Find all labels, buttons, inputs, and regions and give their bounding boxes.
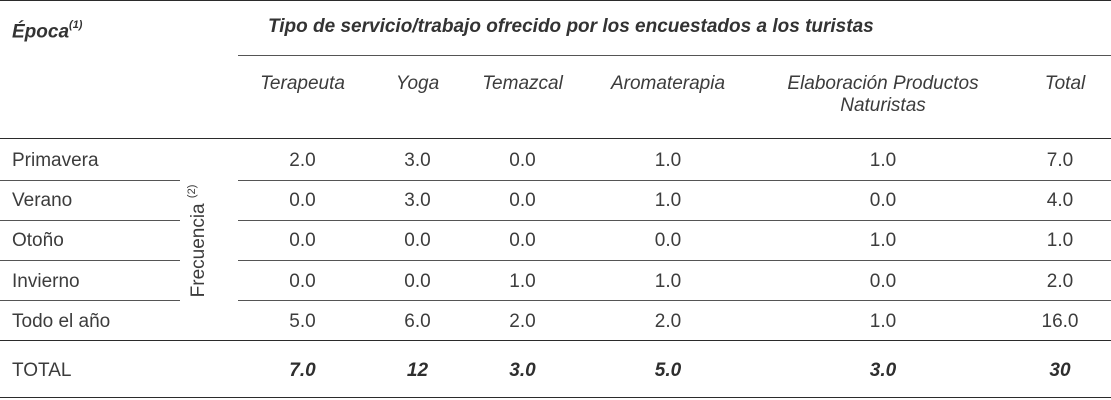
table-cell: 2.0 [1046, 271, 1074, 292]
table-cell: 1.0 [654, 271, 682, 292]
table-cell: 1.0 [869, 150, 897, 171]
table-cell: 0.0 [869, 190, 897, 211]
table-cell: 1.0 [869, 230, 897, 251]
frecuencia-footnote-marker: (2) [185, 184, 198, 199]
column-header-aromaterapia: Aromaterapia [610, 73, 726, 94]
epoca-label: Época [12, 21, 70, 43]
top-rule [0, 0, 1111, 1]
row-label-todo-el-ano: Todo el año [12, 311, 111, 332]
table-cell: 7.0 [1046, 150, 1074, 171]
table-cell: 0.0 [289, 271, 316, 292]
column-header-terapeuta: Terapeuta [260, 73, 345, 94]
table-cell: 1.0 [869, 311, 897, 332]
row-divider [238, 180, 1111, 181]
table-cell: 5.0 [289, 311, 316, 332]
epoca-footnote-marker: (1) [69, 19, 83, 31]
column-header-temazcal: Temazcal [482, 73, 563, 94]
table-cell: 2.0 [654, 311, 682, 332]
table-cell: 0.0 [404, 230, 431, 251]
column-header-total: Total [1044, 73, 1086, 94]
row-label-otono: Otoño [12, 230, 64, 251]
table-cell: 1.0 [654, 190, 682, 211]
table-cell: 0.0 [289, 190, 316, 211]
column-header-yoga: Yoga [395, 73, 440, 94]
table-cell: 1.0 [509, 271, 536, 292]
table-cell: 4.0 [1046, 190, 1074, 211]
table-cell: 0.0 [509, 230, 536, 251]
column-header-productos-naturistas: Elaboración Productos Naturistas [787, 73, 979, 116]
table-cell: 3.0 [404, 150, 431, 171]
row-label-total: TOTAL [12, 360, 72, 381]
table-cell: 0.0 [404, 271, 431, 292]
total-top-rule [0, 340, 1111, 341]
bottom-rule [0, 397, 1111, 398]
frecuencia-side-label: Frecuencia (2) [184, 176, 214, 306]
total-cell: 12 [406, 360, 429, 381]
total-cell: 30 [1049, 360, 1071, 381]
total-cell: 5.0 [654, 360, 682, 381]
table-cell: 0.0 [509, 150, 536, 171]
subheader-rule [238, 55, 1111, 56]
frecuencia-label: Frecuencia [188, 203, 210, 298]
table-cell: 2.0 [289, 150, 316, 171]
row-divider [0, 220, 180, 221]
table-cell: 1.0 [1046, 230, 1074, 251]
row-label-primavera: Primavera [12, 150, 99, 171]
row-divider [238, 260, 1111, 261]
row-divider [238, 300, 1111, 301]
row-divider [0, 300, 180, 301]
row-label-verano: Verano [12, 190, 73, 211]
table-cell: 0.0 [289, 230, 316, 251]
row-divider [0, 180, 180, 181]
row-divider [0, 260, 180, 261]
total-cell: 7.0 [289, 360, 316, 381]
table-cell: 16.0 [1041, 311, 1079, 332]
table-cell: 0.0 [654, 230, 682, 251]
total-cell: 3.0 [869, 360, 897, 381]
table-title: Tipo de servicio/trabajo ofrecido por lo… [268, 16, 874, 37]
row-divider [238, 220, 1111, 221]
epoca-header: Época(1) [12, 16, 82, 43]
table-cell: 2.0 [509, 311, 536, 332]
table-cell: 6.0 [404, 311, 431, 332]
table-cell: 3.0 [404, 190, 431, 211]
header-bottom-rule [0, 138, 1111, 139]
row-label-invierno: Invierno [12, 271, 80, 292]
table-cell: 0.0 [869, 271, 897, 292]
table-cell: 1.0 [654, 150, 682, 171]
table-cell: 0.0 [509, 190, 536, 211]
total-cell: 3.0 [509, 360, 536, 381]
